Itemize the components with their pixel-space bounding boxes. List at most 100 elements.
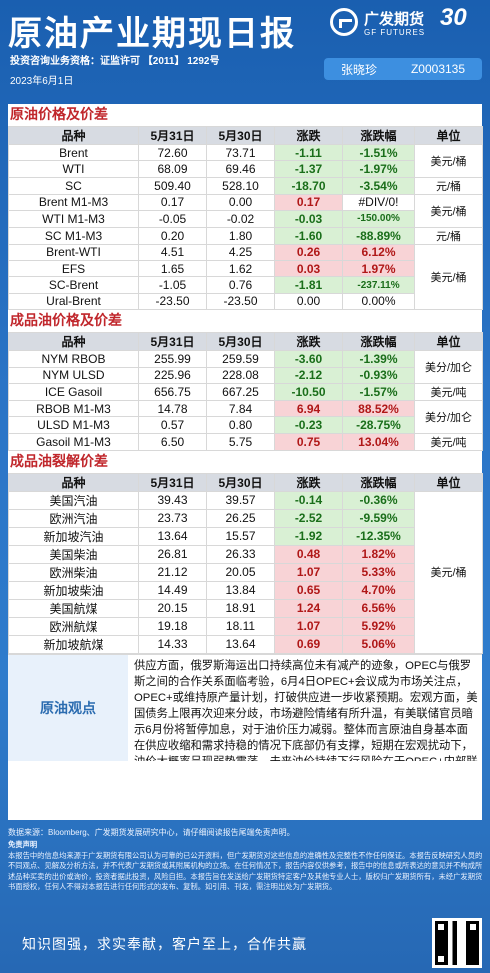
value-may30: 39.57 [206, 490, 275, 510]
unit-cell: 美元/桶 [414, 243, 483, 311]
change-percent: -1.39% [342, 350, 415, 368]
change-value: -1.11 [274, 143, 343, 162]
value-may31: -23.50 [138, 292, 207, 311]
table-row: 欧洲汽油 23.73 26.25 -2.52 -9.59% [8, 508, 483, 528]
table-row: EFS 1.65 1.62 0.03 1.97% [8, 259, 483, 278]
value-may31: 255.99 [138, 350, 207, 368]
row-name: 新加坡汽油 [8, 526, 139, 546]
column-header: 涨跌幅 [342, 126, 415, 145]
column-header: 涨跌 [274, 472, 343, 492]
change-percent: -3.54% [342, 176, 415, 195]
row-name: EFS [8, 259, 139, 278]
row-name: Gasoil M1-M3 [8, 432, 139, 451]
change-percent: -1.97% [342, 160, 415, 178]
table-row: ICE Gasoil 656.75 667.25 -10.50 -1.57% 美元/吨 [8, 382, 483, 401]
report-date: 2023年6月1日 [10, 76, 74, 87]
analyst-id: Z0003135 [410, 62, 466, 76]
crack-table: 品种 5月31日 5月30日 涨跌 涨跌幅 单位 美国汽油 39.43 39.57 -0.14-… [8, 472, 483, 654]
row-name: 美国柴油 [8, 544, 139, 564]
row-name: Brent [8, 143, 139, 162]
unit-cell: 元/桶 [414, 226, 483, 245]
value-may31: 14.49 [138, 580, 207, 600]
table-row: 新加坡汽油 13.64 15.57 -1.92 -12.35% [8, 526, 483, 546]
unit-cell: 元/桶 [414, 176, 483, 195]
value-may31: 68.09 [138, 160, 207, 178]
value-may31: 19.18 [138, 616, 207, 636]
unit-cell: 美元/吨 [414, 432, 483, 451]
value-may31: 26.81 [138, 544, 207, 564]
column-header: 涨跌幅 [342, 332, 415, 352]
value-may30: 15.57 [206, 526, 275, 546]
change-percent: 5.33% [342, 562, 415, 582]
value-may31: 20.15 [138, 598, 207, 618]
change-value: 1.24 [274, 598, 343, 618]
change-value: -3.60 [274, 350, 343, 368]
value-may30: 73.71 [206, 143, 275, 162]
value-may31: -0.05 [138, 210, 207, 228]
value-may30: 26.33 [206, 544, 275, 564]
value-may30: 0.00 [206, 193, 275, 212]
change-value: -0.03 [274, 210, 343, 228]
change-percent: -0.93% [342, 366, 415, 384]
value-may30: 13.64 [206, 634, 275, 654]
table-row: 欧洲柴油 21.12 20.05 1.07 5.33% [8, 562, 483, 582]
table-row: ULSD M1-M3 0.57 0.80 -0.23 -28.75% [8, 416, 483, 434]
change-percent: -1.51% [342, 143, 415, 162]
column-header: 单位 [414, 126, 483, 145]
unit-cell: 美元/桶 [414, 490, 483, 654]
value-may30: 4.25 [206, 243, 275, 261]
column-header: 5月30日 [206, 472, 275, 492]
column-header: 品种 [8, 472, 139, 492]
change-value: -10.50 [274, 382, 343, 401]
change-percent: 4.70% [342, 580, 415, 600]
analyst-badge: 张晓珍 Z0003135 [324, 58, 482, 80]
slogan: 知识图强，求实奉献，客户至上，合作共赢 [22, 937, 307, 953]
value-may31: 23.73 [138, 508, 207, 528]
change-value: -0.14 [274, 490, 343, 510]
license-text: 投资咨询业务资格：证监许可 【2011】 1292号 [10, 56, 220, 67]
value-may31: 4.51 [138, 243, 207, 261]
unit-cell: 美元/桶 [414, 193, 483, 228]
change-value: 0.26 [274, 243, 343, 261]
value-may30: 259.59 [206, 350, 275, 368]
change-percent: 13.04% [342, 432, 415, 451]
row-name: 欧洲航煤 [8, 616, 139, 636]
change-percent: -237.11% [342, 276, 415, 294]
table-row: 美国柴油 26.81 26.33 0.48 1.82% [8, 544, 483, 564]
value-may31: 0.20 [138, 226, 207, 245]
change-value: 0.48 [274, 544, 343, 564]
value-may30: 20.05 [206, 562, 275, 582]
change-percent: -9.59% [342, 508, 415, 528]
change-value: 1.07 [274, 616, 343, 636]
table-row: SC M1-M3 0.20 1.80 -1.60 -88.89% 元/桶 [8, 226, 483, 245]
row-name: WTI M1-M3 [8, 210, 139, 228]
row-name: Brent-WTI [8, 243, 139, 261]
products-table: 品种 5月31日 5月30日 涨跌 涨跌幅 单位 NYM RBOB 255.99 259.59… [8, 332, 483, 451]
table-row: SC-Brent -1.05 0.76 -1.81 -237.11% [8, 276, 483, 294]
value-may30: 13.84 [206, 580, 275, 600]
disclaimer: 免责声明 本报告中的信息均来源于广发期货有限公司认为可靠的已公开资料，但广发期货… [8, 840, 484, 893]
row-name: SC-Brent [8, 276, 139, 294]
row-name: 欧洲汽油 [8, 508, 139, 528]
section-crack-title: 成品油裂解价差 [10, 453, 108, 470]
table-row: NYM ULSD 225.96 228.08 -2.12 -0.93% [8, 366, 483, 384]
column-header: 5月30日 [206, 332, 275, 352]
disclaimer-text: 本报告中的信息均来源于广发期货有限公司认为可靠的已公开资料，但广发期货对这些信息… [8, 850, 483, 892]
column-header: 单位 [414, 472, 483, 492]
table-row: Brent-WTI 4.51 4.25 0.26 6.12% 美元/桶 [8, 243, 483, 311]
change-value: -1.37 [274, 160, 343, 178]
table-row: 美国汽油 39.43 39.57 -0.14 -0.36% 美元/桶 [8, 490, 483, 654]
logo-name-en: GF FUTURES [364, 28, 426, 37]
change-value: -1.92 [274, 526, 343, 546]
value-may30: 7.84 [206, 399, 275, 418]
unit-cell: 美分/加仑 [414, 399, 483, 434]
change-value: -2.52 [274, 508, 343, 528]
change-percent: #DIV/0! [342, 193, 415, 212]
row-name: SC M1-M3 [8, 226, 139, 245]
change-value: 0.65 [274, 580, 343, 600]
column-header: 5月31日 [138, 332, 207, 352]
change-value: -1.81 [274, 276, 343, 294]
value-may30: 0.80 [206, 416, 275, 434]
row-name: 欧洲柴油 [8, 562, 139, 582]
row-name: Brent M1-M3 [8, 193, 139, 212]
